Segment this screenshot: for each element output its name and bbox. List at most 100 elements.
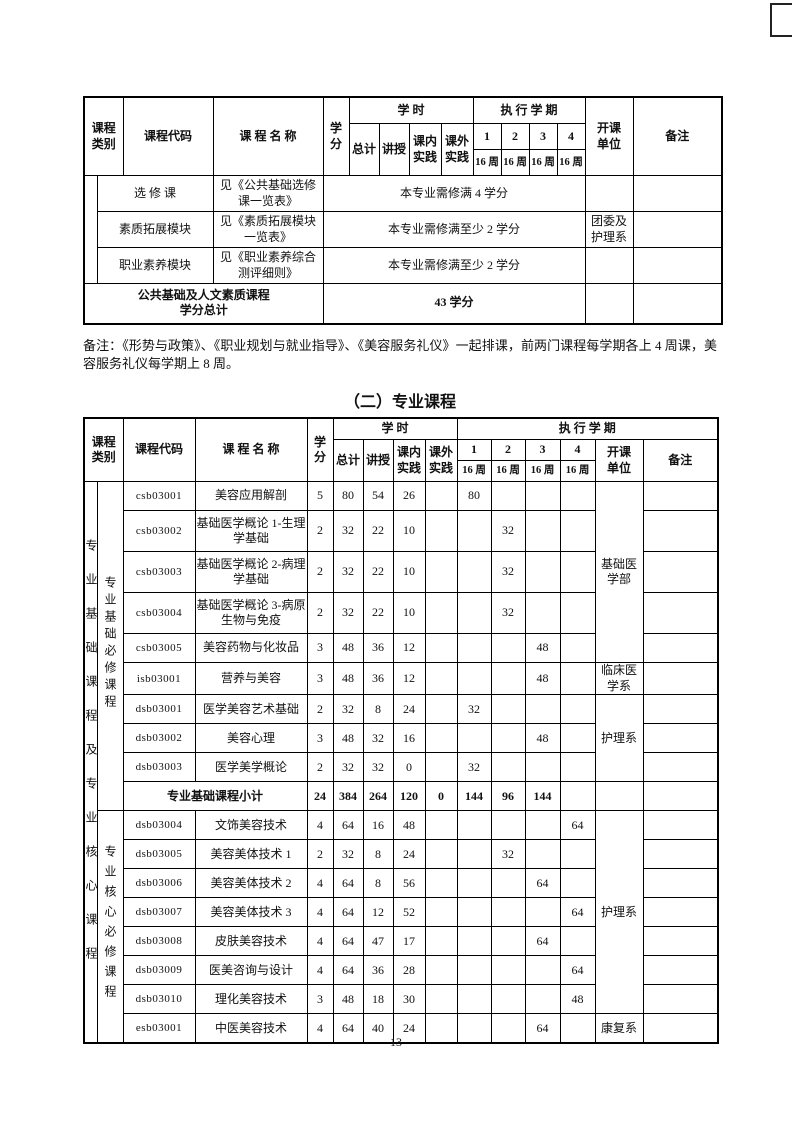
- header-total: 总计: [348, 123, 380, 176]
- header-credit: 学 分: [306, 417, 334, 483]
- remark-cell: [642, 810, 719, 841]
- credit-cell: 2: [306, 592, 334, 635]
- lecture-hours-cell: 32: [362, 723, 394, 754]
- sem4-cell: [559, 694, 596, 725]
- header-remark: 备注: [642, 439, 719, 483]
- sem2-cell: [490, 662, 526, 696]
- in-practice-cell: 17: [392, 926, 426, 957]
- category-spacer-cell: [83, 175, 98, 284]
- out-practice-cell: [424, 868, 458, 899]
- unit-cell: 护理系: [594, 810, 644, 1015]
- table-row: 素质拓展模块 见《素质拓展模块 一览表》 本专业需修满至少 2 学分 团委及护理…: [84, 211, 723, 248]
- sem3-cell: [524, 551, 561, 594]
- footnote-text: 备注：《形势与政策》、《职业规划与就业指导》、《美容服务礼仪》一起排课，前两门课…: [83, 337, 717, 372]
- sem1-cell: [456, 662, 492, 696]
- remark-cell: [642, 926, 719, 957]
- header-sem-4: 4: [556, 123, 586, 150]
- sem4-cell: [559, 510, 596, 553]
- sem4-cell: [559, 723, 596, 754]
- out-practice-cell: [424, 1013, 458, 1044]
- table-row: isb03001 营养与美容 3 48 36 12 48 临床医学系: [84, 662, 719, 696]
- unit-cell: 护理系: [594, 694, 644, 783]
- credit-cell: 3: [306, 723, 334, 754]
- lecture-hours-cell: 22: [362, 592, 394, 635]
- sem2-cell: [490, 723, 526, 754]
- course-ref-cell: 见《职业素养综合测评细则》: [212, 247, 324, 284]
- in-practice-cell: 26: [392, 481, 426, 512]
- total-hours-cell: 64: [332, 955, 364, 986]
- category-base-cell: 专业基础必修课程: [96, 481, 124, 812]
- total-hours-cell: 64: [332, 810, 364, 841]
- sem2-cell: [490, 810, 526, 841]
- header-weeks-4: 16 周: [559, 460, 596, 483]
- total-hours-cell: 64: [332, 897, 364, 928]
- sem3-cell: 48: [524, 633, 561, 664]
- sem2-cell: [490, 897, 526, 928]
- total-value-cell: 43 学分: [322, 283, 586, 324]
- sem1-cell: 32: [456, 694, 492, 725]
- lecture-hours-cell: 32: [362, 752, 394, 783]
- out-practice-cell: [424, 481, 458, 512]
- category-outer-cell: 专业基础课程及专业核心课程: [83, 481, 98, 1044]
- remark-cell: [642, 694, 719, 725]
- remark-cell: [632, 175, 723, 212]
- sem3-cell: [524, 481, 561, 512]
- header-sem-2: 2: [490, 439, 526, 462]
- course-name-cell: 文饰美容技术: [194, 810, 308, 841]
- header-total: 总计: [332, 439, 364, 483]
- credit-cell: 4: [306, 868, 334, 899]
- header-sem-2: 2: [500, 123, 530, 150]
- sem2-cell: [490, 752, 526, 783]
- lecture-hours-cell: 16: [362, 810, 394, 841]
- credit-cell: 3: [306, 633, 334, 664]
- out-practice-cell: [424, 897, 458, 928]
- course-name-cell: 素质拓展模块: [96, 211, 214, 248]
- header-sem-1: 1: [472, 123, 502, 150]
- out-practice-cell: [424, 633, 458, 664]
- course-code-cell: dsb03004: [122, 810, 196, 841]
- header-course-name: 课 程 名 称: [194, 417, 308, 483]
- sem2-cell: [490, 868, 526, 899]
- lecture-hours-cell: 40: [362, 1013, 394, 1044]
- course-name-cell: 中医美容技术: [194, 1013, 308, 1044]
- unit-cell: [584, 283, 634, 324]
- sem1-cell: 144: [456, 781, 492, 812]
- sem2-cell: [490, 1013, 526, 1044]
- sem1-cell: [456, 868, 492, 899]
- table-header-row: 总计 讲授 课内实践 课外实践 1 2 3 4 开课 单位 备注: [84, 439, 719, 483]
- course-name-cell: 美容美体技术 2: [194, 868, 308, 899]
- course-code-cell: csb03004: [122, 592, 196, 635]
- out-practice-cell: [424, 984, 458, 1015]
- sem2-cell: [490, 694, 526, 725]
- out-practice-cell: [424, 592, 458, 635]
- page-number: 13: [390, 1035, 402, 1049]
- remark-cell: [642, 984, 719, 1015]
- sem1-cell: [456, 551, 492, 594]
- total-hours-cell: 32: [332, 510, 364, 553]
- header-semesters: 执 行 学 期: [472, 96, 586, 124]
- lecture-hours-cell: 12: [362, 897, 394, 928]
- header-weeks-4: 16 周: [556, 149, 586, 176]
- sem4-cell: 48: [559, 984, 596, 1015]
- lecture-hours-cell: 47: [362, 926, 394, 957]
- sem4-cell: [559, 868, 596, 899]
- course-name-cell: 基础医学概论 1-生理学基础: [194, 510, 308, 553]
- total-hours-cell: 32: [332, 694, 364, 725]
- lecture-hours-cell: 264: [362, 781, 394, 812]
- sem1-cell: [456, 897, 492, 928]
- requirement-cell: 本专业需修满 4 学分: [322, 175, 586, 212]
- sem4-cell: [559, 839, 596, 870]
- in-practice-cell: 120: [392, 781, 426, 812]
- sem1-cell: [456, 984, 492, 1015]
- total-hours-cell: 80: [332, 481, 364, 512]
- remark-cell: [632, 283, 723, 324]
- header-course-code: 课程代码: [122, 417, 196, 483]
- header-weeks-3: 16 周: [528, 149, 558, 176]
- course-name-cell: 基础医学概论 2-病理学基础: [194, 551, 308, 594]
- lecture-hours-cell: 36: [362, 662, 394, 696]
- course-name-cell: 美容美体技术 1: [194, 839, 308, 870]
- credit-cell: 2: [306, 694, 334, 725]
- out-practice-cell: [424, 752, 458, 783]
- header-category: 课程类别: [83, 96, 124, 176]
- header-in-practice: 课内实践: [408, 123, 442, 176]
